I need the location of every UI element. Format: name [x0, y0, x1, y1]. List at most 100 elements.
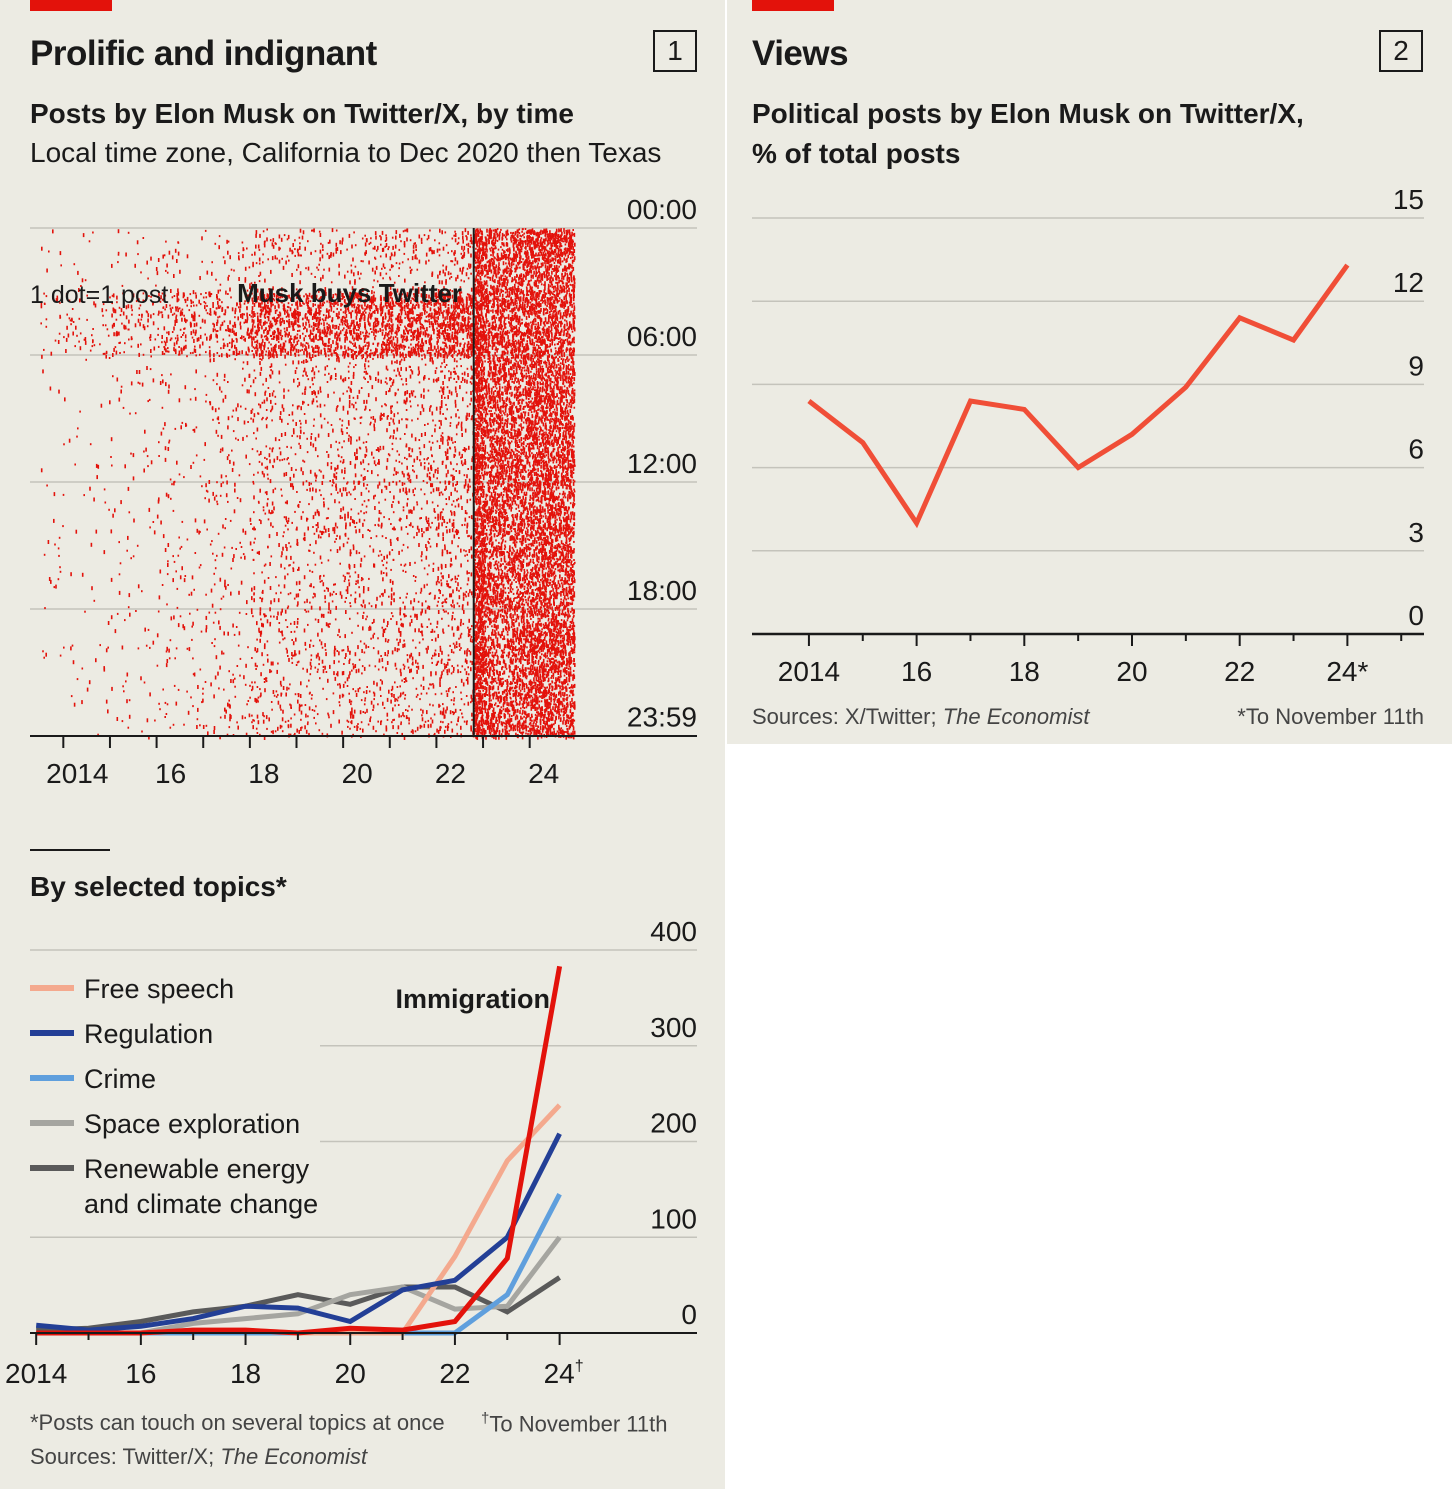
- post-dot: [216, 503, 219, 506]
- post-dot: [194, 345, 196, 348]
- post-dot: [238, 306, 240, 309]
- post-dot: [146, 366, 148, 370]
- post-dot: [127, 535, 129, 540]
- post-dot: [147, 277, 149, 280]
- post-dot: [237, 353, 239, 355]
- post-dot: [269, 374, 272, 379]
- post-dot: [254, 313, 256, 317]
- post-dot: [222, 652, 225, 655]
- post-dot: [184, 334, 187, 339]
- post-dot: [265, 338, 267, 341]
- post-dot: [188, 309, 191, 312]
- post-dot: [274, 487, 277, 490]
- post-dot: [295, 348, 298, 353]
- post-dot: [45, 325, 48, 328]
- post-dot: [103, 550, 106, 555]
- post-dot: [133, 518, 135, 523]
- post-dot: [197, 685, 199, 689]
- post-dot: [177, 554, 180, 557]
- post-dot: [253, 319, 255, 324]
- post-dot: [169, 339, 172, 342]
- post-dot: [269, 393, 271, 397]
- post-dot: [223, 373, 226, 378]
- post-dot: [246, 247, 248, 250]
- post-dot: [110, 615, 113, 620]
- post-dot: [130, 304, 133, 309]
- post-dot: [139, 322, 141, 327]
- post-dot: [186, 538, 189, 541]
- post-dot: [212, 302, 214, 306]
- post-dot: [188, 647, 191, 652]
- post-dot: [130, 345, 133, 348]
- post-dot: [160, 431, 163, 436]
- post-dot: [116, 612, 119, 615]
- post-dot: [238, 258, 240, 261]
- post-dot: [179, 547, 181, 550]
- post-dot: [157, 610, 160, 613]
- post-dot: [229, 320, 231, 325]
- post-dot: [213, 358, 215, 362]
- post-dot: [55, 584, 57, 589]
- post-dot: [293, 328, 295, 331]
- post-dot: [70, 323, 72, 326]
- post-dot: [175, 306, 177, 309]
- post-dot: [177, 291, 180, 296]
- post-dot: [179, 269, 181, 274]
- post-dot: [265, 304, 268, 307]
- post-dot: [241, 350, 243, 355]
- post-dot: [246, 312, 248, 317]
- post-dot: [253, 572, 255, 575]
- post-dot: [213, 726, 216, 730]
- post-dot: [241, 384, 244, 387]
- post-dot: [86, 294, 88, 297]
- post-dot: [181, 308, 184, 311]
- post-dot: [101, 308, 104, 313]
- post-dot: [178, 353, 180, 356]
- post-dot: [138, 314, 141, 316]
- post-dot: [168, 657, 171, 660]
- post-dot: [204, 319, 206, 324]
- post-dot: [239, 657, 242, 660]
- post-dot: [181, 520, 184, 523]
- post-dot: [186, 690, 188, 693]
- post-dot: [247, 333, 249, 336]
- post-dot: [243, 313, 245, 316]
- post-dot: [206, 312, 209, 315]
- post-dot: [158, 595, 161, 600]
- post-dot: [234, 310, 236, 315]
- post-dot: [104, 352, 106, 355]
- post-dot: [263, 294, 266, 299]
- post-dot: [63, 443, 65, 446]
- post-dot: [161, 374, 163, 377]
- post-dot: [174, 248, 177, 253]
- post-dot: [242, 247, 245, 252]
- post-dot: [154, 719, 156, 722]
- post-dot: [186, 647, 189, 650]
- post-dot: [79, 298, 81, 303]
- post-dot: [73, 263, 76, 266]
- post-dot: [167, 447, 170, 451]
- post-dot: [290, 704, 292, 709]
- post-dot: [170, 497, 172, 500]
- post-dot: [263, 323, 265, 326]
- post-dot: [121, 720, 124, 723]
- post-dot: [110, 456, 112, 458]
- post-dot: [174, 427, 177, 430]
- post-dot: [268, 307, 271, 312]
- post-dot: [287, 520, 290, 522]
- post-dot: [170, 616, 173, 621]
- post-dot: [74, 463, 76, 466]
- post-dot: [249, 541, 252, 546]
- post-dot: [228, 699, 230, 702]
- post-dot: [225, 493, 228, 498]
- post-dot: [239, 308, 241, 313]
- post-dot: [199, 326, 202, 329]
- post-dot: [279, 704, 282, 709]
- post-dot: [219, 577, 222, 582]
- post-dot: [218, 687, 220, 690]
- post-dot: [248, 463, 251, 466]
- post-dot: [262, 296, 264, 299]
- post-dot: [260, 351, 263, 355]
- post-dot: [209, 401, 212, 406]
